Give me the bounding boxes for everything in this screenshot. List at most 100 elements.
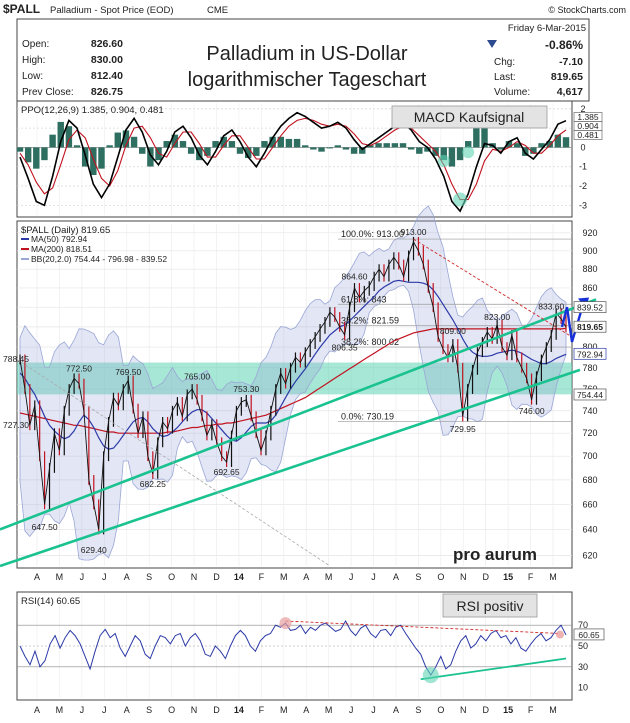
price-tick-label: 800 <box>582 342 597 352</box>
x-tick-label: 14 <box>234 572 244 582</box>
ppo-tick-label: 0 <box>580 142 585 152</box>
ppo-histogram-bar <box>269 136 276 148</box>
ppo-histogram-bar <box>204 147 211 156</box>
low-label: Low: <box>22 71 43 82</box>
pivot-label: 788.45 <box>3 354 29 364</box>
ppo-signal-line <box>19 117 567 201</box>
ppo-histogram-bar <box>212 141 219 148</box>
open-label: Open: <box>22 39 49 50</box>
ppo-histogram-bar <box>187 147 195 154</box>
price-tick-label: 720 <box>582 428 597 438</box>
x-tick-label: M <box>325 572 333 582</box>
ppo-histogram-bar <box>171 134 179 148</box>
ppo-histogram-bar <box>513 143 521 148</box>
ppo-histogram-bar <box>41 147 48 161</box>
ppo-histogram-bar <box>90 147 97 176</box>
price-pivot-labels: 788.45 727.30 647.50 772.50 629.40 769.50 682.… <box>3 227 565 555</box>
x-tick-label: F <box>259 705 265 715</box>
last-label: Last: <box>494 72 516 83</box>
price-tick-label: 740 <box>582 406 597 416</box>
x-tick-label: N <box>191 572 198 582</box>
x-tick-label: M <box>280 705 288 715</box>
fibonacci-label: 100.0%: 913.00 <box>341 229 404 239</box>
ppo-low-marker <box>453 192 468 207</box>
volume-value: 4,617 <box>557 86 583 98</box>
ppo-histogram-bar <box>464 141 472 148</box>
info-panel <box>16 18 590 102</box>
price-tick-label: 700 <box>582 451 597 461</box>
ppo-histogram-bar <box>302 145 309 148</box>
ppo-histogram-bar <box>73 145 81 148</box>
ppo-histogram-bar <box>326 147 333 149</box>
ppo-histogram-bar <box>179 141 187 148</box>
ppo-buy-signal-marker <box>437 154 450 167</box>
ppo-histogram-bar <box>65 126 73 148</box>
x-tick-label: O <box>437 572 444 582</box>
ppo-histogram-bar <box>546 141 553 148</box>
price-tick-label: 680 <box>582 475 597 485</box>
ppo-histogram-bar <box>236 147 244 154</box>
x-tick-label: J <box>371 572 376 582</box>
ppo-histogram-bar <box>130 136 138 148</box>
x-tick-label: J <box>80 705 85 715</box>
price-tick-label: 640 <box>582 524 597 534</box>
ppo-buy-signal-marker <box>462 146 475 159</box>
ppo-histogram-bar <box>399 143 407 148</box>
x-tick-label: F <box>528 572 534 582</box>
price-tick-label: 780 <box>582 363 597 373</box>
pro-aurum-logo: pro aurum <box>453 545 537 564</box>
rsi-resistance-line <box>285 620 561 634</box>
x-tick-label: O <box>437 705 444 715</box>
ppo-histogram-bar <box>57 121 64 148</box>
x-tick-label: J <box>349 572 354 582</box>
rsi-last-value-text: 60.65 <box>578 630 600 640</box>
x-tick-label: A <box>303 705 309 715</box>
ppo-tick-label: -1 <box>579 162 587 172</box>
ppo-histogram-bar <box>261 141 268 148</box>
prev-close-value: 826.75 <box>91 86 123 98</box>
rsi-legend: RSI(14) 60.65 <box>21 596 80 607</box>
high-value: 830.00 <box>91 54 123 66</box>
rsi-panel: RSI(14) 60.65 RSI positiv 70 50 30 10 60.65 <box>16 591 605 701</box>
pivot-label: 772.50 <box>66 364 92 374</box>
x-tick-label: O <box>168 705 175 715</box>
support-zone <box>17 362 572 395</box>
ppo-histogram-bar <box>253 147 260 156</box>
ppo-histogram-bar <box>147 147 154 167</box>
ppo-histogram-bar <box>220 136 227 148</box>
x-tick-label: 15 <box>503 572 513 582</box>
ppo-last-value: 0.481 <box>577 130 599 140</box>
pivot-label: 864.60 <box>341 272 367 282</box>
ppo-histogram-bar <box>391 143 399 148</box>
pivot-label: 746.00 <box>519 406 545 416</box>
volume-label: Volume: <box>494 87 530 98</box>
x-tick-label: A <box>393 705 399 715</box>
descending-dotted-line <box>16 359 331 567</box>
ppo-histogram-bar <box>497 147 505 150</box>
x-tick-label: S <box>415 705 421 715</box>
ppo-last-value-box <box>573 130 603 140</box>
price-right-label-box <box>573 388 607 401</box>
change-percent: -0.86% <box>545 38 583 52</box>
x-tick-label: A <box>34 572 40 582</box>
ppo-histogram-bar <box>367 145 374 148</box>
rsi-annotation: RSI positiv <box>457 598 524 614</box>
exchange: CME <box>207 5 228 16</box>
pivot-label: 727.30 <box>3 420 29 430</box>
instrument-name: Palladium - Spot Price (EOD) <box>50 5 174 16</box>
ppo-histogram-bar <box>33 147 40 169</box>
chart-title-line1: Palladium in US-Dollar <box>206 43 408 65</box>
pivot-label: 913.00 <box>401 227 427 237</box>
ppo-histogram-bar <box>16 147 24 152</box>
ppo-histogram-bar <box>24 147 32 163</box>
price-right-label: 839.52 <box>577 303 603 313</box>
pivot-label: 765.00 <box>184 372 210 382</box>
ppo-histogram-bar <box>310 147 317 150</box>
pivot-label: 809.00 <box>440 326 466 336</box>
x-tick-label: D <box>482 705 489 715</box>
macd-annotation-box <box>391 105 548 129</box>
ppo-histogram-bar <box>505 141 513 148</box>
ppo-histogram-bar <box>244 147 252 159</box>
pivot-label: 753.30 <box>233 384 259 394</box>
